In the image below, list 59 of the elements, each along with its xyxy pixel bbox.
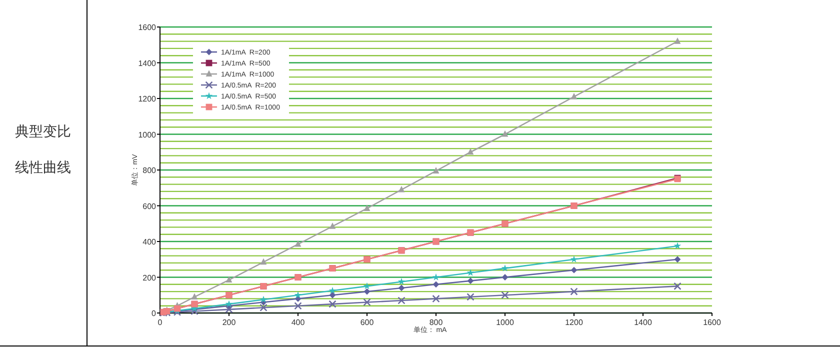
point <box>226 276 232 282</box>
point <box>328 286 336 294</box>
point <box>502 130 508 137</box>
x-tick-label: 1600 <box>703 318 722 327</box>
point <box>294 291 302 298</box>
text: 典型变比 <box>15 123 71 139</box>
point <box>466 268 474 276</box>
x-tick-label: 1400 <box>634 318 652 327</box>
point <box>466 293 474 301</box>
x-tick-label: 200 <box>222 318 236 327</box>
x-tick-label: 400 <box>291 318 306 327</box>
x-tick-label: 1200 <box>565 318 584 327</box>
point <box>190 307 198 316</box>
y-tick-label: 0 <box>152 309 157 318</box>
y-tick-label: 1600 <box>138 23 157 32</box>
y-tick-label: 1400 <box>138 58 157 68</box>
point <box>191 293 198 300</box>
point <box>467 278 474 284</box>
point <box>432 294 440 303</box>
point <box>260 304 268 312</box>
x-tick-label: 0 <box>158 318 163 327</box>
y-tick-label: 1200 <box>138 94 157 104</box>
point <box>570 256 578 262</box>
point <box>674 282 682 290</box>
point <box>674 256 681 263</box>
point <box>432 273 440 280</box>
point <box>501 264 509 272</box>
point <box>432 167 440 174</box>
point <box>260 296 268 303</box>
point <box>363 282 371 290</box>
y-tick-label: 200 <box>142 273 157 282</box>
point <box>398 278 406 285</box>
y-tick-label: 400 <box>142 238 157 246</box>
point <box>570 266 578 274</box>
point <box>364 204 370 211</box>
point <box>501 291 509 299</box>
point <box>432 281 440 288</box>
point <box>225 306 233 314</box>
y-tick-label: 1000 <box>138 130 157 140</box>
point <box>225 300 233 308</box>
point <box>328 300 336 308</box>
y-tick-label: 600 <box>142 202 157 211</box>
point <box>260 258 267 265</box>
point <box>398 284 405 292</box>
point <box>398 296 406 304</box>
x-tick-label: 600 <box>360 318 374 327</box>
x-tick-label: 800 <box>429 318 444 327</box>
x-tick-label: 1000 <box>496 318 514 327</box>
text: 线性曲线 <box>15 159 71 175</box>
y-tick-label: 800 <box>142 166 157 175</box>
point <box>363 298 371 306</box>
point <box>570 288 578 296</box>
point <box>329 222 336 229</box>
point <box>674 242 682 250</box>
point <box>364 288 370 295</box>
point <box>570 92 578 100</box>
point <box>294 302 302 310</box>
point <box>674 37 681 44</box>
point <box>329 292 336 298</box>
